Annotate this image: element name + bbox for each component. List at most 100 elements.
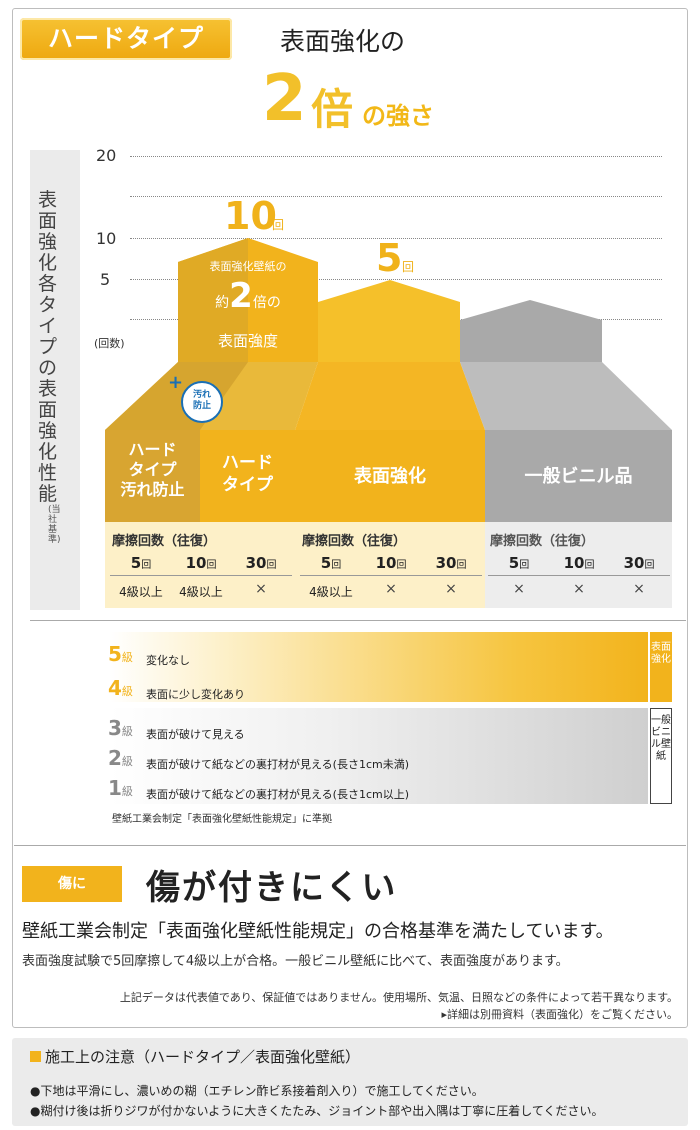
- scratch-tag: 傷に: [22, 866, 122, 902]
- grade-5: 5級: [108, 642, 133, 666]
- side-note: (当社基準): [48, 505, 61, 545]
- strength-note-line1: 表面強化壁紙の: [209, 260, 287, 273]
- col3-slope: [460, 362, 672, 430]
- grid-line-15: [130, 196, 662, 197]
- grade-2: 2級: [108, 746, 133, 770]
- scratch-title: 傷が付きにくい: [146, 868, 398, 908]
- legend-tag-surface: 表面強化: [650, 632, 672, 702]
- col1-upper-shade: [178, 238, 248, 362]
- col3-upper: [460, 300, 602, 362]
- table1-sep: [110, 575, 292, 576]
- columns-graphic: [105, 238, 672, 608]
- caution-square-icon: [30, 1051, 41, 1062]
- col2-upper: [318, 280, 460, 362]
- strength-note-num: 2: [229, 276, 253, 316]
- caution-title: 施工上の注意（ハードタイプ／表面強化壁紙）: [30, 1046, 360, 1067]
- table2-r5: 4級以上: [309, 585, 353, 599]
- data-disclaimer: 上記データは代表値であり、保証値ではありません。使用場所、気温、日照などの条件に…: [119, 991, 678, 1004]
- col-label-vinyl: 一般ビニル品: [524, 466, 633, 487]
- stain-badge-line2: 防止: [192, 401, 211, 411]
- scratch-para2: 表面強度試験で5回摩擦して4級以上が合格。一般ビニル壁紙に比べて、表面強度があり…: [22, 954, 569, 969]
- table3-caption: 摩擦回数（往復）: [490, 534, 595, 549]
- value-5-unit: 回: [402, 260, 415, 274]
- col2-front: [295, 430, 485, 522]
- table3-h10: 10回: [563, 554, 595, 572]
- grade-3: 3級: [108, 716, 133, 740]
- col3-front: [485, 430, 672, 522]
- caution-box: [12, 1038, 688, 1126]
- y-tick-20: 20: [96, 146, 117, 165]
- col1-line3: 汚れ防止: [120, 480, 185, 499]
- col1-front-hard: [200, 430, 295, 522]
- strength-note-pre: 約: [215, 295, 230, 311]
- col-label-hard-stain: ハード タイプ 汚れ防止: [105, 440, 200, 500]
- grade-1: 1級: [108, 776, 133, 800]
- grid-line-10: [130, 238, 662, 239]
- table2-h30: 30回: [435, 554, 467, 572]
- scratch-para1: 壁紙工業会制定「表面強化壁紙性能規定」の合格基準を満たしています。: [22, 921, 614, 942]
- table1-h5: 5回: [130, 554, 152, 572]
- stain-badge-line1: 汚れ: [192, 390, 211, 400]
- y-axis-unit: (回数): [94, 337, 125, 350]
- stain-badge-text: 汚れ 防止: [188, 390, 216, 412]
- table3-h5: 5回: [508, 554, 530, 572]
- col2-table-bg: [295, 522, 485, 608]
- strength-note-line3: 表面強度: [217, 332, 278, 350]
- col1-line1: ハード: [128, 440, 177, 459]
- hard-type-badge: ハードタイプ: [20, 18, 232, 60]
- grade-5-desc: 変化なし: [146, 654, 190, 667]
- col3-table-bg: [485, 522, 672, 608]
- legend-band-vinyl: [110, 708, 648, 804]
- caution-line-2: ●糊付け後は折りジワが付かないように大きくたたみ、ジョイント部や出入隅は丁寧に圧…: [30, 1104, 604, 1118]
- value-10: 10: [224, 194, 277, 238]
- table2-r30: ×: [445, 581, 457, 597]
- section-divider: [14, 845, 686, 846]
- col2-line2: タイプ: [222, 475, 273, 495]
- legend-tag-vinyl: 一般ビニル壁紙: [650, 708, 672, 804]
- strength-note-line2: 約2倍の: [178, 276, 318, 316]
- grade-3-desc: 表面が破けて見える: [146, 728, 245, 741]
- col2-slope: [295, 362, 485, 430]
- col2-line1: ハード: [222, 453, 273, 473]
- table1-r30: ×: [255, 581, 267, 597]
- table2-caption: 摩擦回数（往復）: [302, 534, 407, 549]
- grade-4: 4級: [108, 676, 133, 700]
- y-tick-5: 5: [100, 270, 111, 289]
- stain-badge: [181, 381, 223, 423]
- grade-4-desc: 表面に少し変化あり: [146, 688, 245, 701]
- y-tick-10: 10: [96, 229, 117, 248]
- table1-h10: 10回: [185, 554, 217, 572]
- grade-2-desc: 表面が破けて紙などの裏打材が見える(長さ1cm未満): [146, 758, 410, 771]
- table1-r5: 4級以上: [119, 585, 163, 599]
- value-5: 5: [376, 236, 403, 280]
- big-two: 2: [262, 62, 307, 136]
- table2-h10: 10回: [375, 554, 407, 572]
- table1-r10: 4級以上: [179, 585, 223, 599]
- strength-suffix: の強さ: [362, 102, 434, 130]
- table2-sep: [300, 575, 482, 576]
- col1-slope-shade: [105, 362, 248, 430]
- details-link[interactable]: ▸詳細は別冊資料（表面強化）をご覧ください。: [441, 1008, 678, 1021]
- strength-heading: 表面強化の: [280, 27, 406, 56]
- caution-line-1: ●下地は平滑にし、濃いめの糊（エチレン酢ビ系接着剤入り）で施工してください。: [30, 1084, 484, 1098]
- table3-h30: 30回: [623, 554, 655, 572]
- col1-line2: タイプ: [128, 460, 177, 479]
- plus-icon: +: [168, 372, 184, 393]
- side-title-band: [30, 150, 80, 610]
- table1-h30: 30回: [245, 554, 277, 572]
- grid-line-20: [130, 156, 662, 157]
- grade-1-desc: 表面が破けて紙などの裏打材が見える(長さ1cm以上): [146, 788, 410, 801]
- legend-band-surface: [110, 632, 648, 702]
- legend-footnote: 壁紙工業会制定「表面強化壁紙性能規定」に準拠: [112, 814, 332, 825]
- col1-table-bg: [105, 522, 295, 608]
- table2-h5: 5回: [320, 554, 342, 572]
- table3-r5: ×: [513, 581, 525, 597]
- table3-r10: ×: [573, 581, 585, 597]
- col-label-hard: ハード タイプ: [200, 452, 295, 496]
- grid-line-5: [130, 279, 662, 280]
- table3-sep: [488, 575, 670, 576]
- table1-caption: 摩擦回数（往復）: [112, 534, 217, 549]
- big-bai: 倍: [311, 85, 354, 134]
- side-title: 表面強化各タイプの表面強化性能: [38, 189, 58, 505]
- col-label-surface: 表面強化: [354, 466, 426, 487]
